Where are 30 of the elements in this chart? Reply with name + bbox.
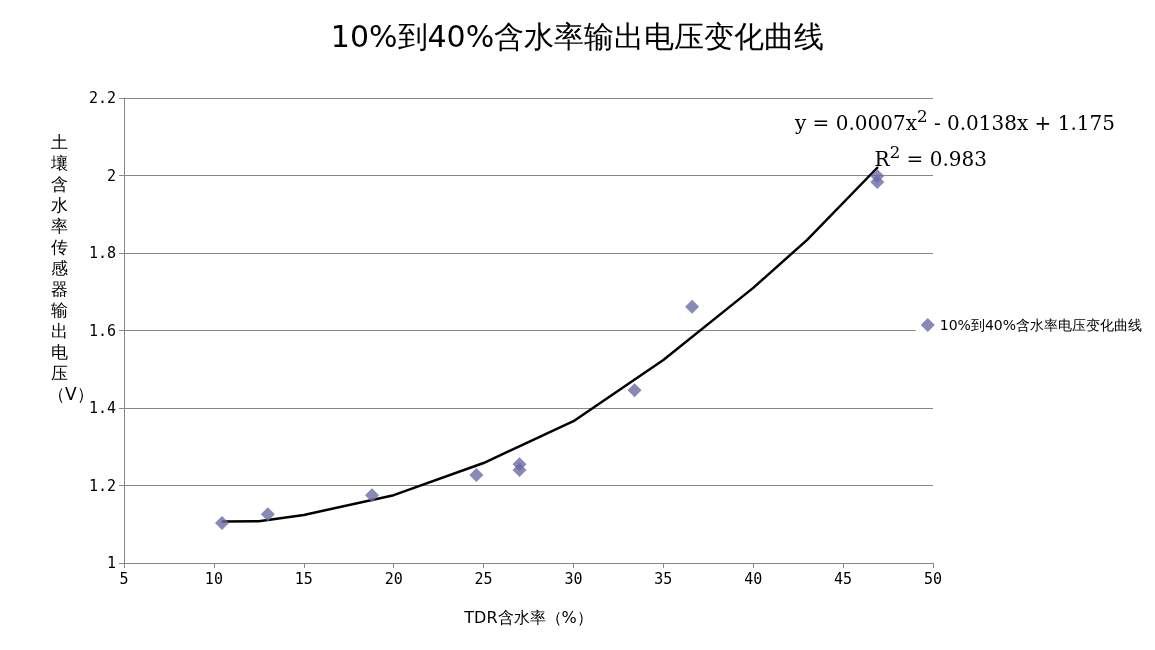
- x-tick-label: 20: [384, 569, 403, 588]
- x-axis-title: TDR含水率（%）: [463, 607, 593, 627]
- x-tick-label: 25: [474, 569, 493, 588]
- y-tick-label: 1.4: [88, 399, 116, 417]
- point: [365, 488, 380, 503]
- point: [685, 299, 700, 314]
- y-tick-label: 1.2: [88, 476, 116, 495]
- y-tick-label: 2: [106, 166, 116, 185]
- x-tick-label: 40: [744, 569, 763, 588]
- x-tick-label: 10: [204, 569, 223, 588]
- point: [469, 468, 484, 483]
- x-tick-label: 45: [834, 569, 853, 588]
- legend-label: 10%到40%含水率电压变化曲线: [939, 317, 1142, 333]
- point: [214, 516, 229, 531]
- point: [260, 507, 275, 522]
- point: [512, 463, 527, 477]
- annotation: R$^{2}$ = 0.983: [873, 141, 988, 173]
- y-tick-label: 1.8: [88, 244, 116, 262]
- chart-title: 10%到40%含水率输出电压变化曲线: [330, 18, 825, 54]
- x-tick-label: 5: [119, 569, 129, 588]
- y-tick-label: 1: [106, 554, 116, 572]
- x-tick-label: 30: [564, 569, 583, 588]
- point: [627, 383, 642, 398]
- point: [870, 175, 885, 190]
- x-tick-label: 35: [654, 569, 673, 588]
- annotation: y = 0.0007x$^{2}$ - 0.0138x + 1.175: [794, 106, 1115, 137]
- x-tick-label: 15: [294, 569, 313, 588]
- x-tick-label: 50: [923, 569, 943, 588]
- y-tick-label: 2.2: [88, 89, 116, 107]
- y-tick-label: 1.6: [88, 321, 116, 340]
